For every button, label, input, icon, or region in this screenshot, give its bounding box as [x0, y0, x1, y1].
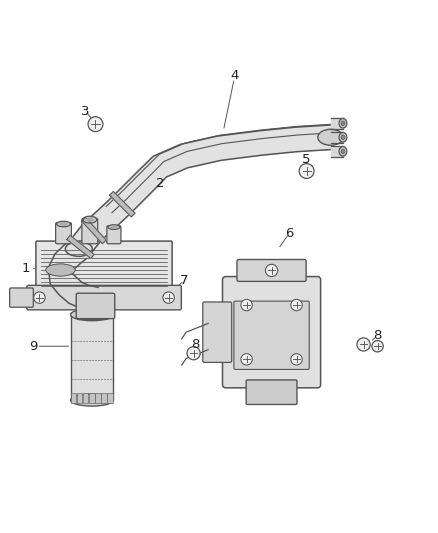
Polygon shape — [81, 217, 106, 244]
Polygon shape — [106, 124, 333, 213]
Circle shape — [163, 292, 174, 303]
Text: 2: 2 — [155, 177, 164, 190]
FancyBboxPatch shape — [237, 260, 306, 281]
Circle shape — [372, 341, 383, 352]
Ellipse shape — [110, 225, 117, 229]
Ellipse shape — [341, 121, 345, 125]
Polygon shape — [331, 132, 343, 142]
Text: 9: 9 — [28, 340, 37, 353]
Text: 8: 8 — [373, 329, 382, 342]
Circle shape — [299, 164, 314, 179]
Bar — [89, 393, 95, 403]
FancyBboxPatch shape — [107, 226, 121, 244]
Polygon shape — [331, 118, 343, 128]
Bar — [77, 393, 82, 403]
Circle shape — [34, 292, 45, 303]
Ellipse shape — [60, 222, 67, 225]
Ellipse shape — [86, 217, 94, 222]
FancyBboxPatch shape — [56, 223, 71, 244]
Ellipse shape — [341, 135, 345, 140]
Ellipse shape — [339, 133, 347, 142]
FancyBboxPatch shape — [203, 302, 232, 362]
Ellipse shape — [341, 149, 345, 154]
FancyBboxPatch shape — [36, 241, 172, 292]
Circle shape — [241, 300, 252, 311]
Bar — [95, 393, 101, 403]
Circle shape — [241, 354, 252, 365]
Bar — [101, 393, 107, 403]
Polygon shape — [331, 146, 343, 157]
Circle shape — [291, 300, 302, 311]
Ellipse shape — [57, 221, 71, 227]
Circle shape — [357, 338, 370, 351]
Text: 7: 7 — [180, 274, 188, 287]
Text: 8: 8 — [191, 338, 199, 351]
FancyBboxPatch shape — [234, 301, 309, 369]
Bar — [107, 393, 113, 403]
Ellipse shape — [46, 264, 75, 276]
Text: 3: 3 — [81, 104, 90, 117]
Text: 5: 5 — [302, 152, 311, 166]
Polygon shape — [69, 125, 332, 256]
Circle shape — [265, 264, 278, 277]
Bar — [71, 393, 76, 403]
FancyBboxPatch shape — [223, 277, 321, 388]
Polygon shape — [49, 239, 98, 311]
Ellipse shape — [339, 118, 347, 128]
Ellipse shape — [71, 309, 113, 321]
Polygon shape — [110, 191, 135, 217]
Bar — [71, 314, 113, 400]
FancyBboxPatch shape — [246, 380, 297, 405]
Ellipse shape — [108, 225, 120, 229]
Circle shape — [88, 117, 103, 132]
FancyBboxPatch shape — [82, 219, 98, 244]
Ellipse shape — [71, 394, 113, 406]
Polygon shape — [67, 236, 94, 259]
Ellipse shape — [339, 147, 347, 156]
Text: 1: 1 — [22, 262, 31, 275]
Ellipse shape — [65, 241, 92, 256]
Ellipse shape — [318, 130, 343, 146]
FancyBboxPatch shape — [76, 293, 115, 319]
Ellipse shape — [83, 216, 97, 223]
FancyBboxPatch shape — [27, 285, 181, 310]
FancyBboxPatch shape — [10, 288, 33, 307]
Circle shape — [291, 354, 302, 365]
Text: 6: 6 — [285, 227, 293, 240]
Text: 4: 4 — [230, 69, 239, 83]
Circle shape — [187, 346, 200, 360]
FancyBboxPatch shape — [77, 310, 107, 319]
Bar — [83, 393, 88, 403]
